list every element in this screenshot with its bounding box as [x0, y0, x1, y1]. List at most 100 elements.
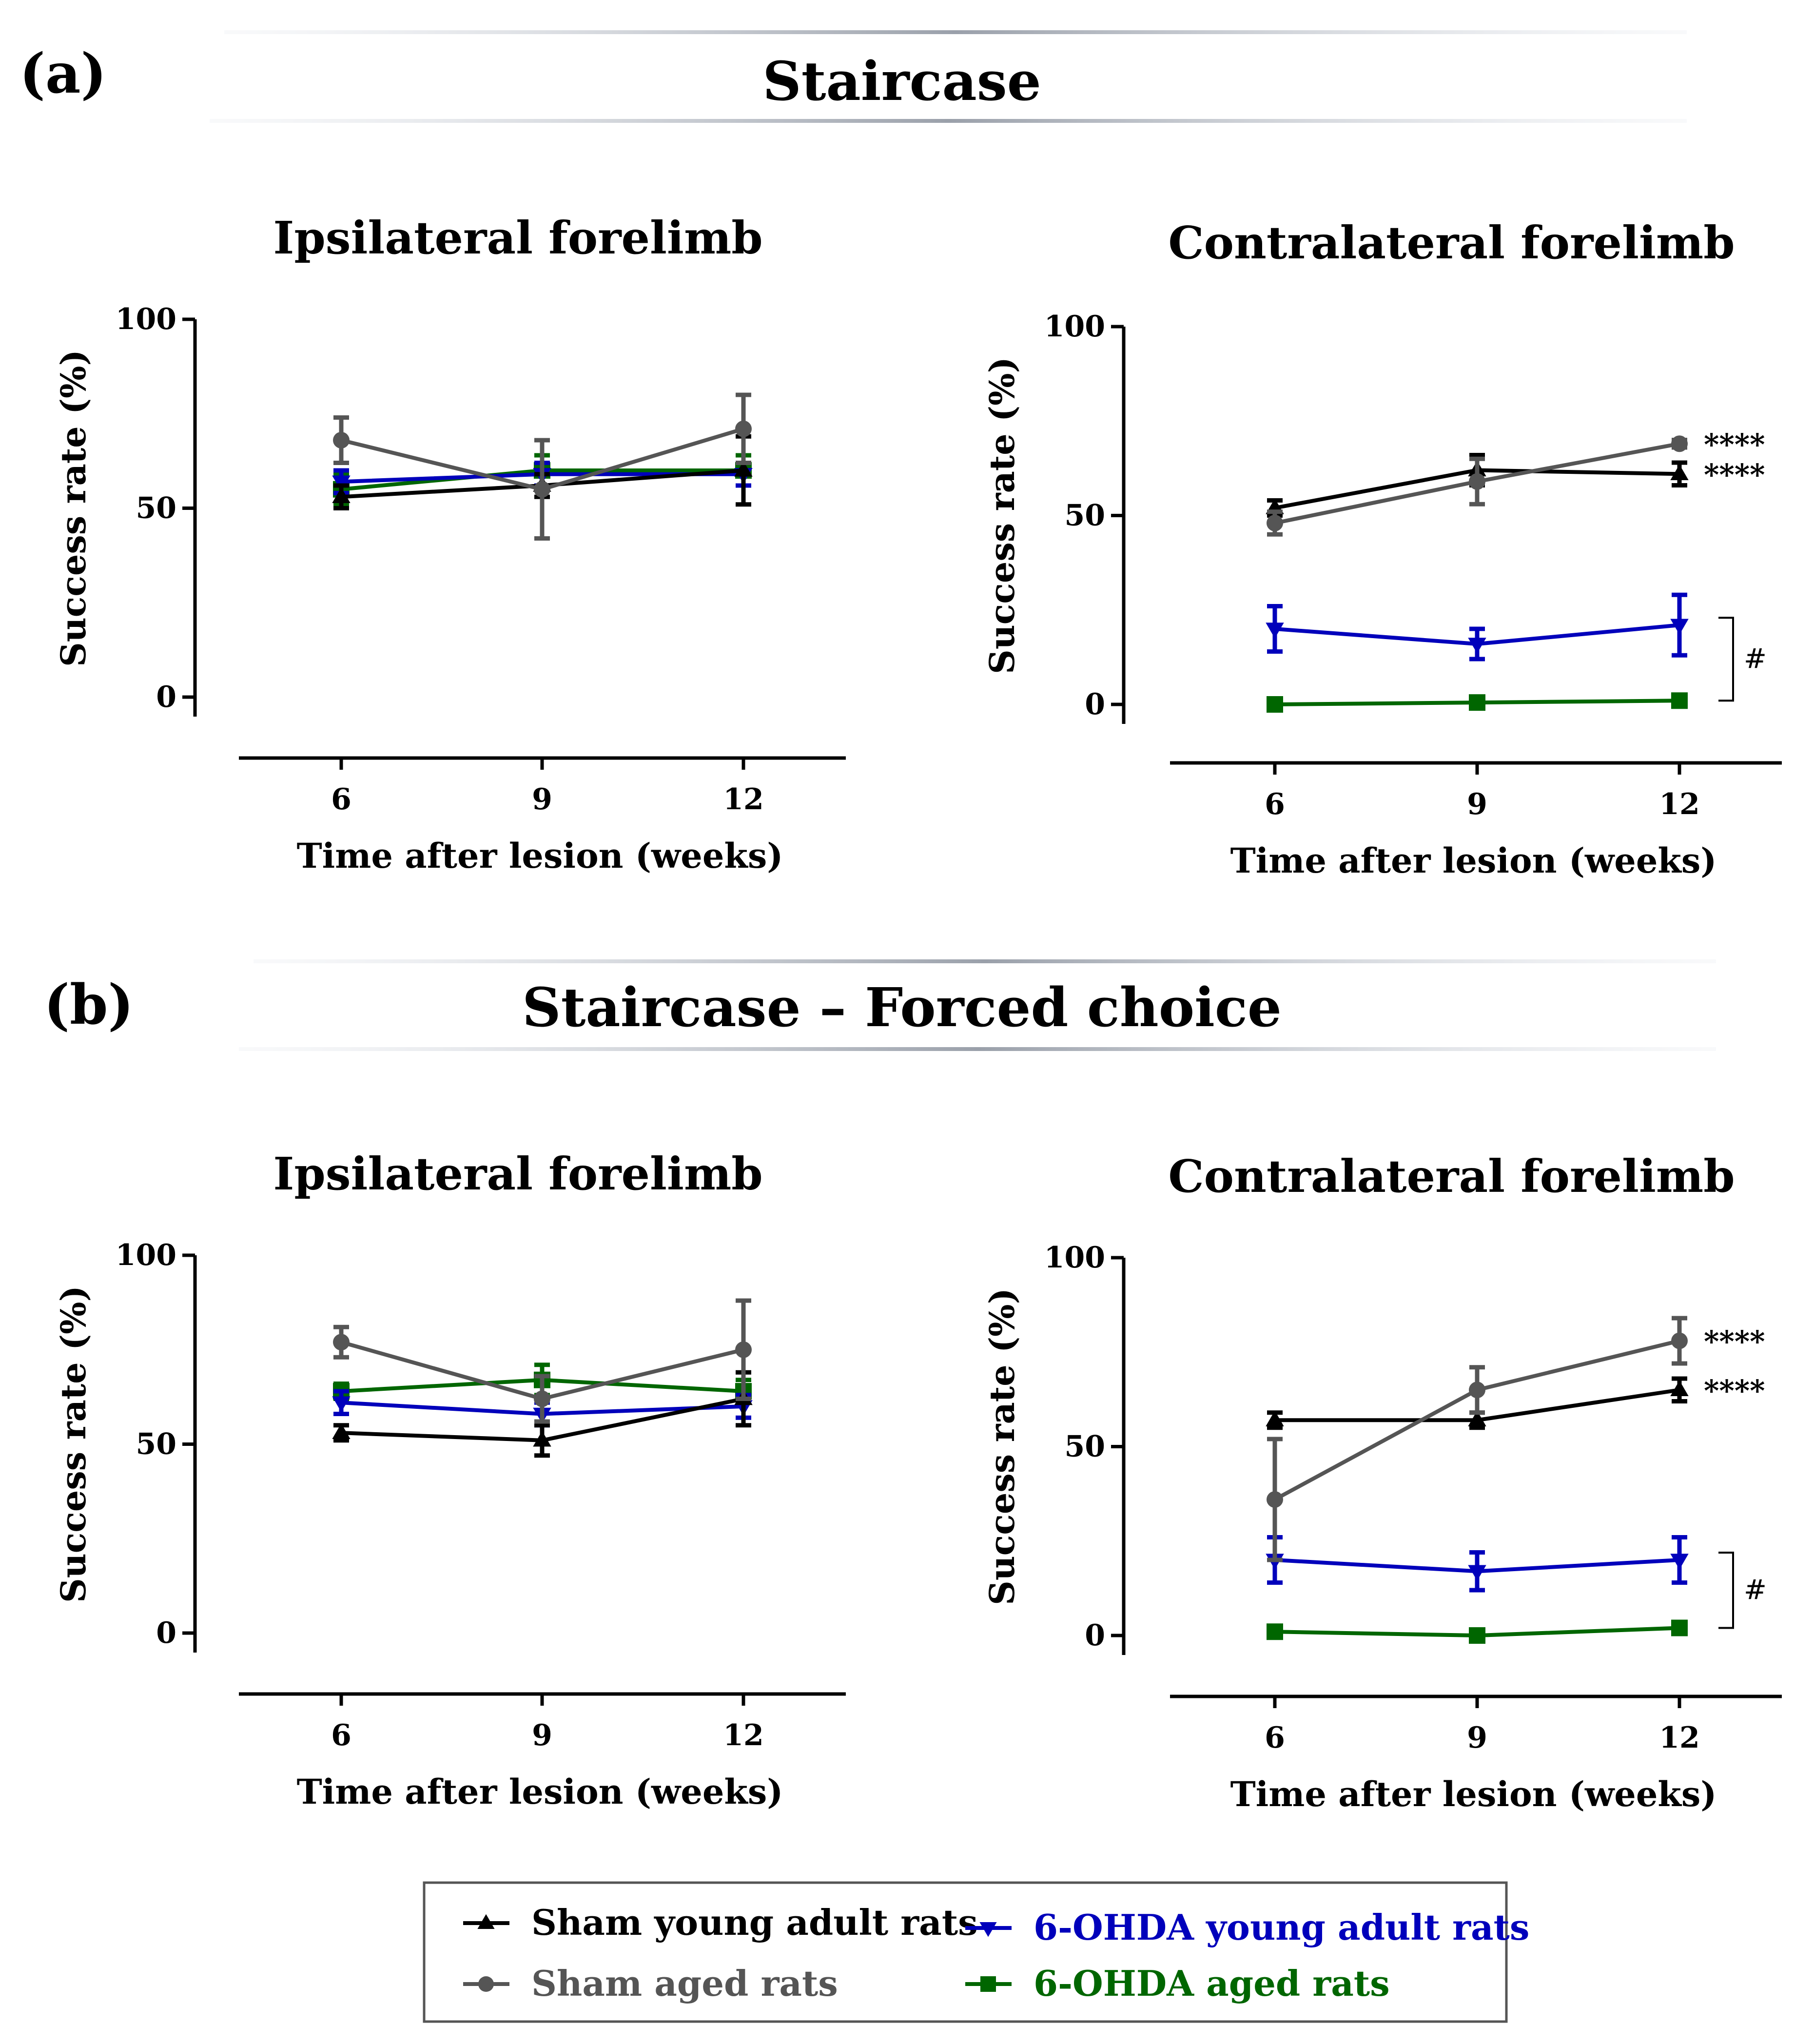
- data-point: [1267, 696, 1283, 713]
- x-tick-label: 9: [1467, 1721, 1487, 1755]
- x-axis-label: Time after lesion (weeks): [1230, 1774, 1717, 1814]
- legend-marker: [478, 1976, 494, 1992]
- legend-marker: [979, 1922, 997, 1937]
- series-6-ohda-aged-rats: [1267, 692, 1688, 713]
- legend-box: [423, 1881, 1508, 2023]
- panel-b-rule-top: [254, 959, 1716, 963]
- x-tick-label: 12: [723, 1718, 764, 1752]
- y-tick-label: 0: [1085, 687, 1105, 721]
- legend-item-sham-young-adult-rats: Sham young adult rats: [463, 1902, 978, 1943]
- data-point: [1468, 638, 1486, 654]
- y-axis-label: Success rate (%): [53, 1285, 94, 1603]
- data-point: [1469, 1382, 1485, 1399]
- y-tick-label: 100: [1044, 310, 1105, 344]
- data-point: [1670, 619, 1689, 635]
- legend-label: 6-OHDA young adult rats: [1034, 1907, 1529, 1948]
- y-tick-label: 0: [156, 680, 176, 714]
- data-point: [332, 487, 351, 503]
- panel-b-label: (b): [44, 973, 134, 1037]
- series-sham-young-adult-rats: [1266, 1376, 1689, 1430]
- data-point: [1670, 1554, 1689, 1570]
- y-tick-label: 50: [1065, 499, 1106, 533]
- data-point: [1671, 1332, 1688, 1349]
- series-6-ohda-young-adult-rats: [1266, 592, 1689, 662]
- significance-label: ****: [1704, 1374, 1765, 1408]
- panel-a-rule-top: [224, 30, 1687, 34]
- data-point: [1469, 694, 1485, 711]
- x-tick-label: 6: [331, 1718, 351, 1752]
- hash-label: #: [1744, 643, 1767, 675]
- legend-marker: [980, 1976, 996, 1992]
- data-point: [734, 461, 753, 477]
- y-tick-label: 100: [116, 1238, 176, 1272]
- plot-title: Ipsilateral forelimb: [273, 1148, 762, 1200]
- legend: Sham young adult rats Sham aged rats 6-OHD…: [423, 1881, 1529, 2023]
- panel-a-title: Staircase: [762, 50, 1041, 113]
- y-tick-label: 100: [116, 302, 176, 336]
- chart-a-ipsilateral: Ipsilateral forelimb 0 50 100 Success rate (…: [53, 212, 846, 876]
- x-tick-label: 6: [1265, 787, 1285, 821]
- legend-item-6-ohda-young-adult-rats: 6-OHDA young adult rats: [965, 1907, 1529, 1948]
- series-6-ohda-aged-rats: [1267, 1619, 1688, 1644]
- significance-label: ****: [1704, 428, 1765, 462]
- plot-title: Ipsilateral forelimb: [273, 212, 762, 264]
- panel-a-label: (a): [20, 42, 107, 106]
- chart-b-ipsilateral: Ipsilateral forelimb 0 50 100 Success rate (…: [53, 1148, 846, 1812]
- y-tick-label: 50: [1065, 1430, 1106, 1464]
- legend-label: Sham young adult rats: [531, 1902, 978, 1943]
- x-axis-label: Time after lesion (weeks): [297, 1771, 783, 1812]
- series-sham-aged-rats: [333, 392, 752, 541]
- data-point: [1670, 1380, 1689, 1396]
- data-point: [534, 1390, 550, 1407]
- data-point: [534, 481, 550, 498]
- y-tick-label: 50: [136, 491, 177, 526]
- chart-b-contralateral: Contralateral forelimb 0 50 100 Success rate…: [982, 1150, 1782, 1814]
- data-point: [1469, 1627, 1485, 1644]
- x-tick-label: 6: [331, 782, 351, 817]
- chart-a-contralateral: Contralateral forelimb 0 50 100 Success rate…: [982, 216, 1782, 881]
- x-tick-label: 9: [1467, 787, 1487, 821]
- y-tick-label: 0: [156, 1616, 176, 1650]
- x-axis-label: Time after lesion (weeks): [297, 836, 783, 876]
- x-tick-label: 12: [1659, 1721, 1700, 1755]
- y-axis-label: Success rate (%): [982, 357, 1022, 674]
- y-tick-label: 0: [1085, 1618, 1105, 1653]
- x-tick-label: 12: [1659, 787, 1700, 821]
- data-point: [1671, 1619, 1688, 1636]
- significance-label: ****: [1704, 1325, 1765, 1359]
- significance-label: ****: [1704, 458, 1765, 492]
- panel-b-title: Staircase – Forced choice: [522, 976, 1282, 1039]
- plot-title: Contralateral forelimb: [1168, 216, 1735, 269]
- series-6-ohda-young-adult-rats: [1266, 1535, 1689, 1593]
- x-tick-label: 6: [1265, 1721, 1285, 1755]
- data-point: [1469, 473, 1485, 490]
- data-point: [333, 432, 350, 448]
- data-point: [333, 1334, 350, 1351]
- panel-b-rule-bottom: [239, 1047, 1716, 1051]
- significance-bracket: [1718, 1552, 1734, 1629]
- y-axis-label: Success rate (%): [982, 1288, 1022, 1605]
- series-sham-aged-rats: [1267, 435, 1688, 537]
- series-sham-aged-rats: [333, 1298, 752, 1424]
- hash-label: #: [1744, 1574, 1767, 1606]
- legend-item-sham-aged-rats: Sham aged rats: [463, 1963, 838, 2004]
- data-point: [332, 1423, 351, 1439]
- y-tick-label: 50: [136, 1427, 177, 1461]
- legend-label: Sham aged rats: [531, 1963, 838, 2004]
- y-tick-label: 100: [1044, 1241, 1105, 1275]
- series-sham-aged-rats: [1267, 1316, 1688, 1562]
- data-point: [1267, 515, 1283, 531]
- data-point: [1266, 1410, 1284, 1426]
- plot-title: Contralateral forelimb: [1168, 1150, 1735, 1203]
- data-point: [332, 1396, 351, 1412]
- data-point: [1670, 464, 1689, 480]
- legend-marker: [477, 1914, 495, 1929]
- data-point: [1671, 435, 1688, 452]
- data-point: [1267, 1623, 1283, 1640]
- legend-item-6-ohda-aged-rats: 6-OHDA aged rats: [965, 1963, 1390, 2004]
- x-tick-label: 12: [723, 782, 764, 817]
- legend-label: 6-OHDA aged rats: [1034, 1963, 1390, 2004]
- data-point: [735, 1341, 752, 1358]
- y-axis-label: Success rate (%): [53, 350, 94, 667]
